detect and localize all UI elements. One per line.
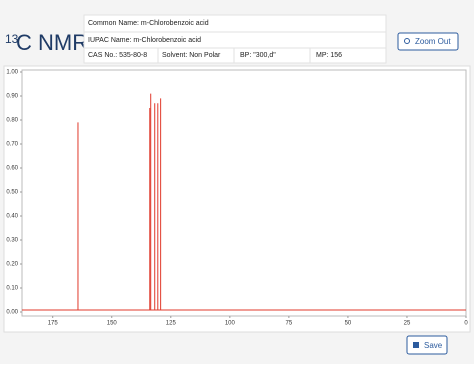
button-label[interactable]: Zoom Out <box>415 37 451 46</box>
x-tick-label: 0 <box>464 321 468 327</box>
plot-frame <box>21 69 467 317</box>
page-title: C NMR <box>16 30 88 55</box>
y-tick-label: 0.50 <box>6 190 18 196</box>
save-button[interactable]: Save <box>406 335 448 355</box>
info-cell <box>309 47 387 64</box>
y-tick-label: 0.70 <box>6 142 18 148</box>
zoom-out-button[interactable]: Zoom Out <box>397 32 459 51</box>
melting-point: MP: 156 <box>316 52 342 59</box>
y-tick-label: 0.30 <box>6 238 18 244</box>
y-tick-label: 0.80 <box>6 118 18 124</box>
cas-number: CAS No.: 535-80-8 <box>88 52 147 59</box>
x-tick-label: 125 <box>166 321 177 327</box>
y-tick-label: 1.00 <box>6 70 18 76</box>
solvent: Solvent: Non Polar <box>162 52 221 59</box>
save-icon <box>413 342 419 348</box>
y-tick-label: 0.10 <box>6 286 18 292</box>
y-tick-label: 0.40 <box>6 214 18 220</box>
plot-panel <box>3 65 471 333</box>
x-tick-label: 50 <box>345 321 352 327</box>
y-tick-label: 0.00 <box>6 310 18 316</box>
button-frame[interactable] <box>397 32 459 51</box>
x-tick-label: 25 <box>404 321 411 327</box>
isotope: 13 <box>5 32 19 46</box>
button-frame[interactable] <box>406 335 448 355</box>
y-tick-label: 0.60 <box>6 166 18 172</box>
zoom-icon <box>404 38 410 44</box>
x-tick-label: 175 <box>48 321 59 327</box>
boiling-point: BP: "300,d" <box>240 52 276 59</box>
y-tick-label: 0.90 <box>6 94 18 100</box>
iupac-name: IUPAC Name: m-Chlorobenzoic acid <box>88 37 201 44</box>
y-tick-label: 0.20 <box>6 262 18 268</box>
x-tick-label: 75 <box>286 321 293 327</box>
button-label[interactable]: Save <box>424 341 443 350</box>
x-tick-label: 150 <box>107 321 118 327</box>
common-name: Common Name: m-Chlorobenzoic acid <box>88 20 209 27</box>
x-tick-label: 100 <box>225 321 236 327</box>
